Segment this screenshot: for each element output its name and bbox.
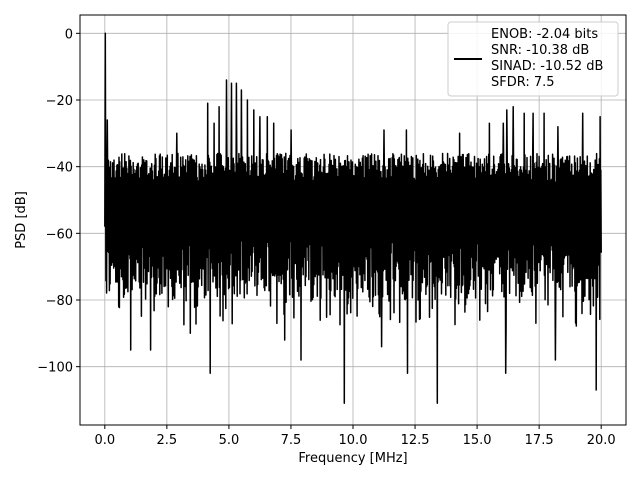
- x-axis: 0.0 2.5 5.0 7.5 10.0 12.5 15.0 17.5 20.0: [94, 425, 616, 448]
- y-tick-label: −80: [46, 294, 73, 309]
- x-tick-label: 0.0: [94, 433, 115, 448]
- legend-sfdr: SFDR: 7.5: [491, 75, 555, 90]
- x-tick-label: 5.0: [219, 433, 240, 448]
- legend-snr: SNR: -10.38 dB: [491, 43, 589, 58]
- plot-area: [104, 32, 602, 405]
- x-tick-label: 12.5: [401, 433, 430, 448]
- y-tick-label: −20: [46, 94, 73, 109]
- x-tick-label: 17.5: [525, 433, 554, 448]
- legend-enob: ENOB: -2.04 bits: [491, 27, 598, 42]
- y-tick-label: −60: [46, 227, 73, 242]
- legend: ENOB: -2.04 bits SNR: -10.38 dB SINAD: -…: [447, 21, 619, 97]
- x-tick-label: 7.5: [281, 433, 302, 448]
- x-tick-label: 2.5: [157, 433, 178, 448]
- y-axis: 0 −20 −40 −60 −80 −100: [37, 27, 80, 376]
- y-axis-label: PSD [dB]: [14, 191, 29, 249]
- legend-box: [447, 21, 619, 97]
- x-tick-label: 10.0: [339, 433, 368, 448]
- legend-sinad: SINAD: -10.52 dB: [491, 59, 603, 74]
- y-tick-label: 0: [65, 27, 73, 42]
- psd-series-line: [104, 32, 602, 405]
- x-tick-label: 20.0: [587, 433, 616, 448]
- x-tick-label: 15.0: [463, 433, 492, 448]
- y-tick-label: −100: [37, 361, 73, 376]
- x-axis-label: Frequency [MHz]: [298, 451, 407, 466]
- y-tick-label: −40: [46, 161, 73, 176]
